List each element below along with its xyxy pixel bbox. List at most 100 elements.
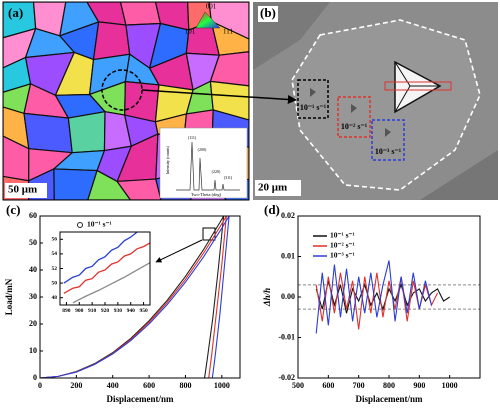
inset-bg bbox=[60, 232, 150, 305]
label-bg bbox=[258, 6, 278, 22]
grain-outline bbox=[291, 19, 481, 191]
y-axis-label: Load/mN bbox=[4, 278, 14, 315]
y-tick-label: 56 bbox=[52, 237, 58, 243]
y-tick-label: 10 bbox=[29, 346, 37, 355]
panel-frame bbox=[2, 1, 250, 201]
xrd-y-label: Intensity (counts) bbox=[165, 145, 170, 174]
y-tick-label: -0.01 bbox=[278, 332, 295, 341]
plot-frame bbox=[39, 215, 241, 379]
key-label: 111 bbox=[223, 28, 233, 36]
y-tick-label: 50 bbox=[52, 280, 58, 286]
grain bbox=[116, 178, 162, 200]
x-tick-label: 940 bbox=[127, 308, 136, 314]
x-tick-label: 890 bbox=[62, 308, 71, 314]
indent bbox=[351, 104, 357, 113]
grain bbox=[210, 20, 249, 56]
x-tick-label: 920 bbox=[101, 308, 110, 314]
x-tick-label: 400 bbox=[107, 381, 119, 390]
legend-marker bbox=[77, 222, 83, 228]
x-axis-label: Displacement/nm bbox=[356, 394, 423, 404]
y-tick-label: 0.00 bbox=[281, 292, 295, 301]
x-tick-label: 200 bbox=[70, 381, 82, 390]
indent bbox=[310, 88, 316, 97]
series-line bbox=[63, 231, 138, 284]
legend-label: 10⁻¹ s⁻¹ bbox=[330, 231, 355, 240]
x-tick-label: 800 bbox=[179, 381, 191, 390]
series-line bbox=[315, 272, 439, 330]
y-tick-label: 40 bbox=[29, 265, 37, 274]
grain bbox=[208, 2, 249, 40]
x-tick-label: 930 bbox=[114, 308, 123, 314]
xrd-x-label: Two-Theta (deg) bbox=[191, 192, 222, 197]
x-tick-label: 1000 bbox=[442, 381, 458, 390]
indent-zoom bbox=[394, 60, 442, 114]
series-line bbox=[63, 242, 151, 294]
x-tick-label: 500 bbox=[292, 381, 304, 390]
box-label: 10⁻¹ s⁻¹ bbox=[300, 103, 327, 112]
y-tick-label: 0.02 bbox=[281, 211, 295, 220]
y-tick-label: 54 bbox=[52, 251, 58, 257]
grain bbox=[53, 168, 98, 200]
series-line bbox=[315, 260, 433, 334]
plot-frame bbox=[297, 215, 481, 379]
x-tick-label: 800 bbox=[383, 381, 395, 390]
panel-label: (c) bbox=[6, 202, 20, 217]
scale-bg bbox=[5, 183, 47, 198]
grain bbox=[87, 169, 132, 200]
x-tick-label: 950 bbox=[139, 308, 148, 314]
x-tick-label: 600 bbox=[143, 381, 155, 390]
series-line bbox=[72, 262, 151, 304]
y-tick-label: 0.01 bbox=[281, 251, 295, 260]
x-tick-label: 700 bbox=[353, 381, 365, 390]
peak-label: (111) bbox=[188, 135, 197, 140]
x-tick-label: 1000 bbox=[214, 381, 230, 390]
x-tick-label: 900 bbox=[413, 381, 425, 390]
arrow bbox=[141, 89, 297, 104]
y-tick-label: 48 bbox=[52, 295, 58, 301]
y-tick-label: 0 bbox=[33, 373, 37, 382]
y-tick-label: -0.02 bbox=[278, 373, 295, 382]
scale-bar: 50 μm bbox=[8, 184, 37, 196]
grain bbox=[209, 80, 249, 121]
legend-label: 10⁻¹ s⁻¹ bbox=[87, 220, 112, 229]
series-line bbox=[39, 215, 230, 379]
xrd-inset bbox=[159, 127, 248, 199]
y-axis-label: Δh/h bbox=[262, 288, 272, 307]
x-tick-label: 900 bbox=[75, 308, 84, 314]
legend-label: 10⁻³ s⁻¹ bbox=[330, 251, 355, 260]
grain bbox=[420, 150, 498, 200]
y-tick-label: 52 bbox=[52, 266, 58, 272]
y-tick-label: 20 bbox=[29, 319, 37, 328]
scale-bar: 20 μm bbox=[258, 182, 287, 194]
plot-frame bbox=[59, 231, 151, 306]
y-tick-label: 30 bbox=[29, 292, 37, 301]
grain bbox=[67, 110, 106, 154]
grain bbox=[209, 51, 249, 87]
indent-box bbox=[297, 79, 329, 119]
ebsd-map bbox=[3, 2, 249, 200]
arrow bbox=[155, 239, 203, 263]
zoom-box bbox=[384, 81, 452, 91]
charts: 0 200 400 600 800 1000 0 10 20 30 40 50 60 Displaceme… bbox=[4, 202, 481, 404]
x-tick-label: 0 bbox=[38, 381, 42, 390]
box-label: 10⁻² s⁻¹ bbox=[341, 122, 368, 131]
panel-label: (b) bbox=[260, 5, 276, 20]
grain bbox=[23, 112, 73, 154]
color-key bbox=[195, 11, 221, 29]
grain bbox=[119, 2, 162, 26]
indent-box bbox=[337, 96, 371, 138]
series-line bbox=[315, 280, 450, 314]
x-axis-label: Displacement/nm bbox=[107, 394, 174, 404]
peak-label: (200) bbox=[198, 147, 207, 152]
x-tick-label: 600 bbox=[322, 381, 334, 390]
y-tick-label: 50 bbox=[29, 238, 37, 247]
peak-label: (220) bbox=[212, 169, 221, 174]
grain bbox=[92, 21, 131, 61]
x-tick-label: 910 bbox=[88, 308, 97, 314]
y-tick-label: 60 bbox=[29, 211, 37, 220]
box-label: 10⁻³ s⁻¹ bbox=[375, 147, 402, 156]
indent bbox=[385, 128, 391, 137]
indent-box bbox=[371, 119, 405, 161]
key-label: 001 bbox=[206, 3, 217, 11]
